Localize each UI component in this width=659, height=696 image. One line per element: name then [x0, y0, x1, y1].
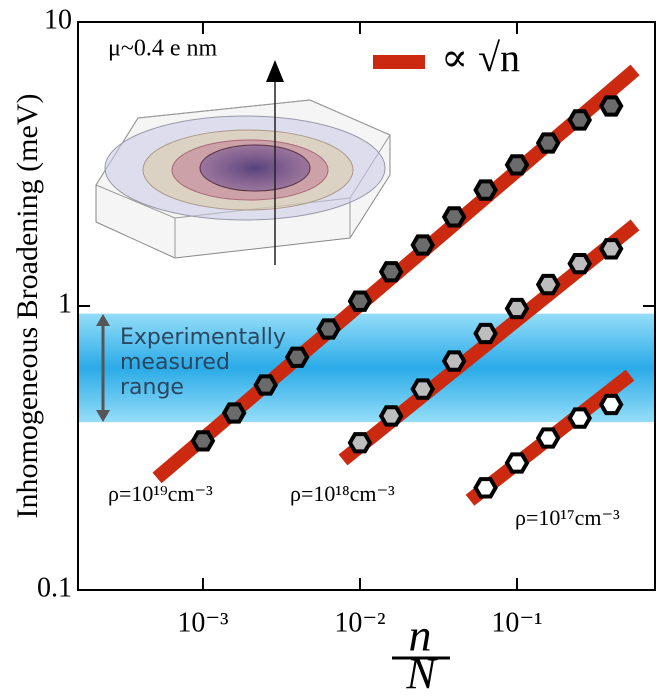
y-axis-label: Inhomogeneous Broadening (meV)	[11, 94, 44, 519]
marker	[284, 346, 310, 368]
marker	[441, 206, 467, 228]
marker	[221, 402, 247, 424]
marker	[473, 179, 498, 201]
marker	[378, 261, 404, 283]
marker	[190, 430, 216, 452]
marker	[410, 378, 436, 400]
marker	[316, 318, 341, 340]
marker	[598, 95, 624, 117]
marker	[347, 432, 373, 454]
y-tick-label: 0.1	[37, 572, 72, 603]
plot: ρ=10¹⁹cm⁻³ ρ=10¹⁸cm⁻³ ρ=10¹⁷cm⁻³ 0.1 1 10 10⁻³…	[11, 4, 656, 696]
x-axis-denominator: N	[405, 649, 438, 696]
x-tick-label: 10⁻²	[334, 607, 385, 638]
marker	[253, 374, 279, 396]
marker	[504, 452, 530, 474]
marker	[504, 154, 530, 176]
band-label: measured	[120, 350, 230, 375]
marker	[347, 290, 373, 312]
annotation: μ~0.4 e nm	[108, 36, 218, 62]
marker	[504, 297, 530, 320]
band-label: Experimentally	[120, 325, 286, 350]
marker	[598, 393, 624, 416]
y-tick-label: 1	[58, 288, 72, 319]
inset-illustration	[95, 60, 391, 265]
series-label: ρ=10¹⁸cm⁻³	[290, 481, 395, 506]
series-label: ρ=10¹⁹cm⁻³	[108, 481, 213, 506]
measured-band	[78, 313, 655, 423]
series-label: ρ=10¹⁷cm⁻³	[515, 505, 620, 530]
x-tick-label: 10⁻³	[177, 607, 228, 638]
band-layer	[78, 313, 655, 423]
marker	[473, 477, 498, 499]
marker	[535, 427, 561, 449]
marker	[567, 252, 593, 275]
marker	[567, 109, 593, 131]
marker	[598, 238, 624, 260]
marker	[535, 132, 561, 154]
marker	[441, 350, 467, 372]
x-axis-numerator: n	[409, 610, 432, 661]
marker	[378, 405, 404, 427]
legend-label: ∝ √n	[441, 35, 520, 80]
marker	[535, 273, 561, 296]
marker	[567, 407, 593, 429]
band-arrow	[96, 314, 110, 422]
y-tick-label: 10	[44, 4, 72, 35]
x-tick-label: 10⁻¹	[491, 607, 542, 638]
marker	[410, 234, 436, 256]
band-label: range	[120, 375, 184, 400]
marker	[473, 322, 498, 345]
